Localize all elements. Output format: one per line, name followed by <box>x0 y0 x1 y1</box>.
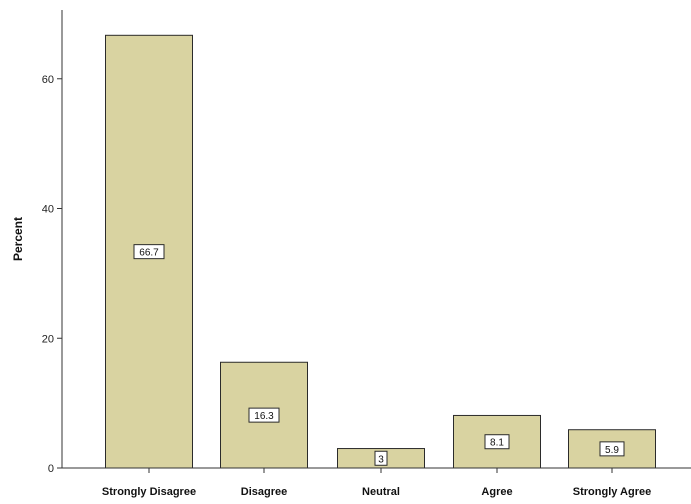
x-tick-label: Neutral <box>362 486 400 498</box>
data-label-box <box>599 441 625 457</box>
x-tick-label: Strongly Disagree <box>102 486 196 498</box>
axes-group: 0 20 40 60 Strongly Disagree Disagree Neutral A… <box>42 10 691 498</box>
data-label: 16.3 <box>254 411 274 422</box>
y-tick-label: 60 <box>42 74 54 86</box>
bars-group: 66.7 16.3 3 8.1 5.9 <box>105 34 656 469</box>
data-label: 66.7 <box>139 248 159 259</box>
data-label: 8.1 <box>490 438 504 449</box>
x-tick-label: Agree <box>481 486 512 498</box>
data-label-box <box>248 407 280 423</box>
data-label-box <box>484 434 510 450</box>
x-tick-label: Strongly Agree <box>573 486 651 498</box>
data-label: 3 <box>378 454 384 465</box>
bar <box>453 414 541 469</box>
x-tick-label: Disagree <box>241 486 287 498</box>
y-axis-label: Percent <box>11 217 25 261</box>
data-label: 5.9 <box>605 445 619 456</box>
y-tick-label: 0 <box>48 463 54 475</box>
data-label-box <box>133 244 165 260</box>
data-label-box <box>374 450 388 466</box>
y-tick-label: 40 <box>42 204 54 216</box>
y-tick-label: 20 <box>42 333 54 345</box>
